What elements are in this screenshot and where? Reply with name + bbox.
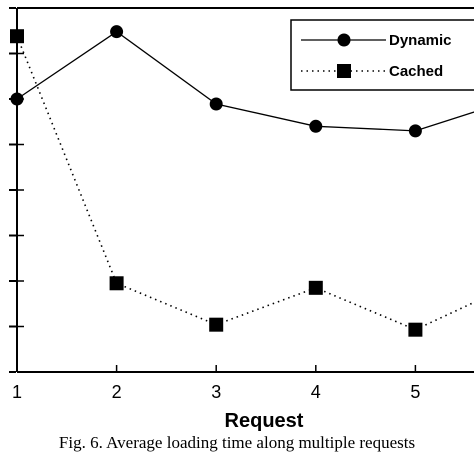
x-axis-label: Request	[225, 410, 304, 432]
legend-box	[290, 19, 474, 91]
data-point	[209, 97, 223, 111]
legend-label: Dynamic	[389, 32, 452, 49]
plot-axes: 123456	[9, 7, 474, 402]
legend: Dynamic Cached	[290, 19, 474, 91]
data-point	[408, 124, 422, 138]
data-point	[110, 25, 124, 39]
series-dynamic	[10, 25, 474, 138]
data-point	[10, 29, 24, 44]
x-tick-label: 4	[311, 382, 321, 402]
data-point	[209, 317, 224, 332]
x-tick-label: 1	[12, 382, 22, 402]
data-point	[408, 322, 423, 337]
x-tick-label: 2	[112, 382, 122, 402]
data-point	[109, 276, 124, 291]
figure-caption: Fig. 6. Average loading time along multi…	[58, 433, 416, 452]
data-point	[10, 92, 24, 106]
legend-marker	[337, 64, 351, 78]
data-point	[308, 280, 323, 295]
x-tick-label: 5	[410, 382, 420, 402]
legend-label: Cached	[389, 63, 443, 80]
legend-marker	[337, 33, 351, 47]
series-line	[16, 30, 474, 132]
data-point	[309, 119, 323, 133]
series-cached	[10, 29, 474, 337]
x-tick-label: 3	[211, 382, 221, 402]
series-layer	[10, 25, 474, 337]
